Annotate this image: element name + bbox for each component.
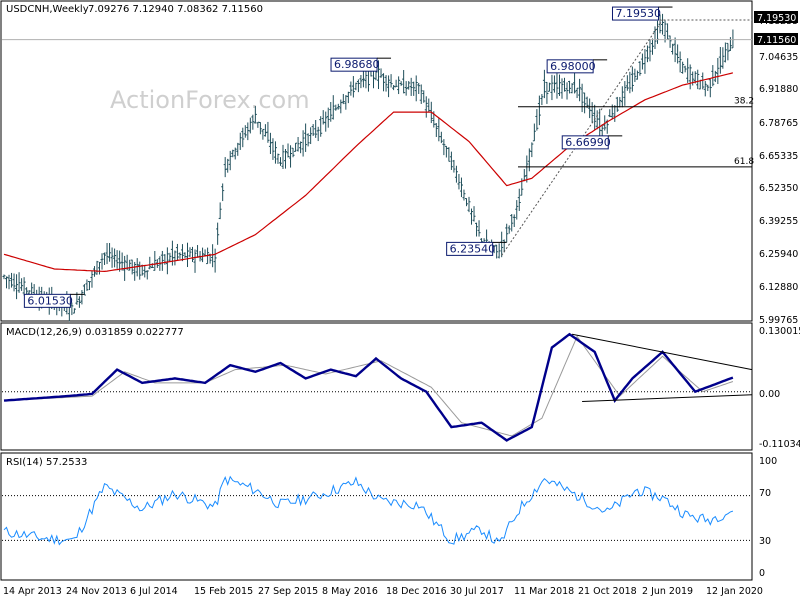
rsi-panel-frame [0,452,753,581]
price-tick: 5.99765 [759,315,798,326]
macd-panel-frame [0,322,753,451]
high-price-label: 7.19530 [757,13,796,24]
fib-label: 61.8 [734,157,754,167]
watermark: ActionForex.com [110,86,310,114]
rsi-title: RSI(14) 57.2533 [6,457,87,468]
macd-tick: 0.130015 [759,326,800,337]
x-tick: 18 Dec 2016 [386,586,447,597]
price-tick: 6.65335 [759,151,798,162]
price-tick: 7.04635 [759,52,798,63]
x-tick: 24 Nov 2013 [66,586,127,597]
x-tick: 15 Feb 2015 [194,586,253,597]
x-tick: 6 Jul 2014 [130,586,178,597]
price-label: 6.98000 [550,60,596,73]
rsi-tick: 100 [759,456,777,467]
x-tick: 27 Sep 2015 [258,586,318,597]
x-tick: 12 Jan 2020 [706,586,763,597]
rsi-tick: 0 [759,568,765,579]
rsi-tick: 30 [759,536,771,547]
price-tick: 6.25940 [759,249,798,260]
macd-trendline-upper [571,333,753,371]
high-price-box [754,11,798,23]
x-tick: 21 Oct 2018 [578,586,637,597]
price-label-box [446,241,494,256]
rsi-series [2,475,752,546]
moving-average-series [3,72,734,273]
price-label: 7.19530 [615,7,661,20]
macd-line [3,332,734,442]
x-axis: 14 Apr 2013 24 Nov 2013 6 Jul 2014 15 Fe… [3,586,763,597]
price-label: 6.01530 [27,294,73,307]
current-price-box [754,33,798,45]
x-tick: 2 Jun 2019 [642,586,693,597]
rsi-tick: 70 [759,488,771,499]
x-tick: 8 May 2016 [322,586,378,597]
fib-label: 38.2 [734,97,754,107]
price-label: 6.98680 [334,58,380,71]
price-y-axis: 7.18255 7.04635 6.91880 6.78765 6.65335 … [759,16,798,326]
x-tick: 14 Apr 2013 [3,586,62,597]
macd-title: MACD(12,26,9) 0.031859 0.022777 [6,327,184,338]
price-label: 6.23540 [450,242,496,255]
macd-trendline-lower [582,394,753,402]
x-tick: 11 Mar 2018 [514,586,574,597]
macd-signal-line [3,335,734,437]
macd-tick: 0.00 [759,389,780,400]
price-annotations: 38.2 61.8 7.19530 6.98680 6.98000 6.66990 6.23… [2,6,754,308]
macd-tick: -0.110346 [759,439,800,450]
price-label-box [561,135,609,150]
current-price-label: 7.11560 [757,35,796,46]
moving-average-line [3,72,734,273]
x-tick: 30 Jul 2017 [450,586,504,597]
trend-dotted-line [501,19,663,256]
price-panel-frame [0,0,753,322]
chart-symbol: USDCNH,Weekly [6,4,89,15]
chart-ohlc: 7.09276 7.12940 7.08362 7.11560 [88,4,263,15]
price-label-box [546,59,594,74]
price-label-box [23,293,71,308]
price-series [2,13,735,322]
rsi-line [3,475,734,546]
price-label: 6.66990 [565,136,611,149]
macd-series [2,332,753,442]
price-tick: 6.52350 [759,183,798,194]
price-tick: 6.39255 [759,216,798,227]
price-label-box [330,57,378,72]
price-tick: 6.91880 [759,84,798,95]
price-tick: 6.78765 [759,118,798,129]
price-tick: 6.12880 [759,282,798,293]
price-label-box [611,6,659,21]
